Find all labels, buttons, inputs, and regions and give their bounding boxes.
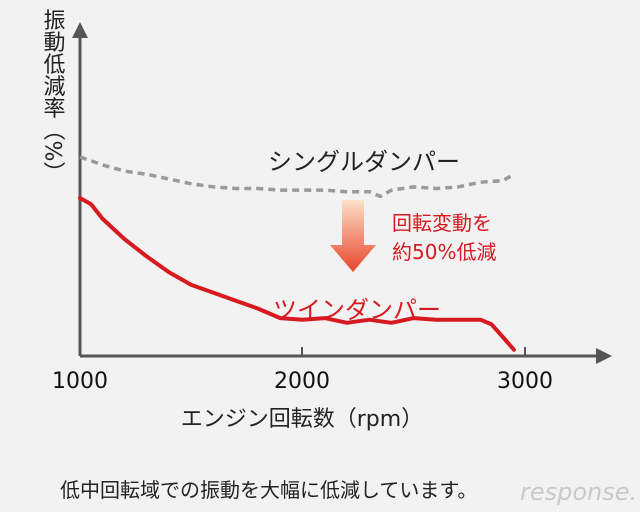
series-line-single-damper (79, 155, 515, 199)
annotation-line-2: 約50%低減 (392, 240, 496, 264)
x-axis-arrowhead (596, 348, 612, 364)
caption: 低中回転域での振動を大幅に低減しています。 (60, 478, 477, 502)
reduction-arrow (330, 200, 376, 272)
annotation-line-1: 回転変動を (392, 211, 492, 235)
y-axis-arrowhead (72, 22, 88, 38)
series-label-twin-damper: ツインダンパー (273, 296, 441, 324)
series-label-single-damper: シングルダンパー (268, 148, 460, 176)
x-tick-label: 2000 (274, 369, 330, 394)
x-tick-label: 3000 (497, 369, 553, 394)
x-axis-label: エンジン回転数（rpm） (181, 407, 423, 432)
y-axis-label: 振動低減率（%） (40, 9, 66, 184)
x-tick-label: 1000 (52, 369, 108, 394)
watermark: response. (520, 478, 637, 506)
series-line-twin-damper (78, 196, 516, 352)
